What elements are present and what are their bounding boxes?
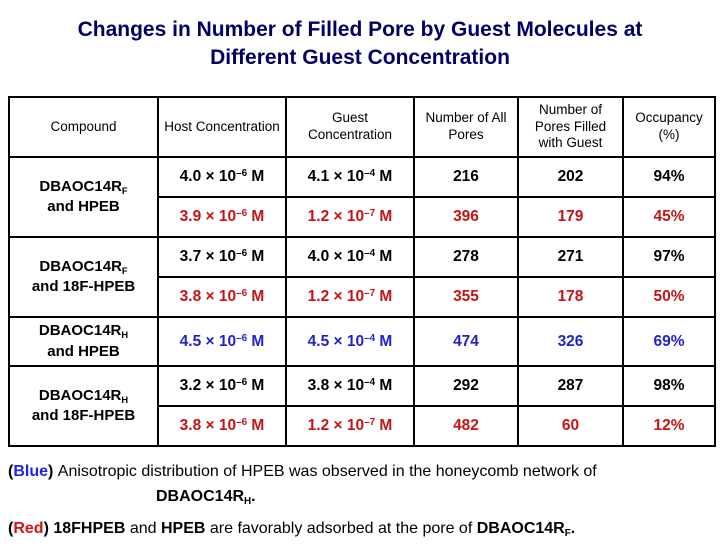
note-segment: and [125, 520, 161, 537]
note-segment: Red [13, 520, 44, 537]
note-segment: ( [8, 463, 14, 480]
host-concentration-cell: 4.5 × 10–6 M [157, 316, 287, 367]
table-row: DBAOC14RH and HPEB 4.5 × 10–6 M 4.5 × 10–4 … [8, 316, 716, 367]
guest-concentration-cell: 1.2 × 10–7 M [285, 405, 415, 447]
all-pores-cell: 355 [413, 276, 519, 318]
table-row: DBAOC14RH and 18F-HPEB 3.2 × 10–6 M 3.8 × 1… [8, 365, 716, 447]
pores-filled-cell: 178 [517, 276, 624, 318]
host-concentration-cell: 3.8 × 10–6 M [157, 276, 287, 318]
compound-cell: DBAOC14RF and 18F-HPEB [8, 236, 159, 318]
note-line: (Red) 18FHPEB and HPEB are favorably ads… [8, 516, 716, 541]
occupancy-cell: 98% [622, 365, 716, 407]
note-segment: HPEB [160, 520, 206, 537]
note-segment: ) [43, 520, 54, 537]
pores-filled-cell: 179 [517, 196, 624, 238]
occupancy-cell: 94% [622, 156, 716, 198]
note-segment: are favorably adsorbed at the pore of [205, 520, 477, 537]
note-segment: Blue [13, 463, 48, 480]
all-pores-cell: 482 [413, 405, 519, 447]
table-row: DBAOC14RF and HPEB 4.0 × 10–6 M 4.1 × 10–4 … [8, 156, 716, 238]
host-concentration-cell: 3.8 × 10–6 M [157, 405, 287, 447]
note-segment: . [251, 488, 256, 505]
compound-cell: DBAOC14RH and HPEB [8, 316, 159, 367]
note-segment: DBAOC14R [476, 520, 565, 537]
data-table: Compound Host Concentration Guest Concen… [8, 96, 716, 447]
note-segment: F [564, 528, 571, 540]
pores-filled-cell: 60 [517, 405, 624, 447]
column-header-compound: Compound [8, 96, 159, 158]
guest-concentration-cell: 1.2 × 10–7 M [285, 196, 415, 238]
note-blue: (Blue) Anisotropic distribution of HPEB … [8, 459, 716, 509]
compound-cell: DBAOC14RH and 18F-HPEB [8, 365, 159, 447]
page-title: Changes in Number of Filled Pore by Gues… [0, 16, 720, 72]
table-row: 3.8 × 10–6 M 1.2 × 10–7 M 482 60 12% [9, 405, 716, 447]
guest-concentration-cell: 3.8 × 10–4 M [285, 365, 415, 407]
table-row: DBAOC14RF and 18F-HPEB 3.7 × 10–6 M 4.0 × 1… [8, 236, 716, 318]
column-header-guest-concentration: Guest Concentration [285, 96, 415, 158]
all-pores-cell: 216 [413, 156, 519, 198]
note-line: (Blue) Anisotropic distribution of HPEB … [8, 459, 716, 484]
note-segment: DBAOC14R [156, 488, 245, 505]
all-pores-cell: 292 [413, 365, 519, 407]
pores-filled-cell: 202 [517, 156, 624, 198]
compound-cell: DBAOC14RF and HPEB [8, 156, 159, 238]
note-segment: H [244, 496, 252, 508]
note-segment: 18FHPEB [53, 520, 126, 537]
guest-concentration-cell: 1.2 × 10–7 M [285, 276, 415, 318]
occupancy-cell: 69% [622, 316, 716, 367]
notes-section: (Blue) Anisotropic distribution of HPEB … [8, 459, 716, 548]
note-line: DBAOC14RH. [8, 484, 716, 509]
table-row: 3.8 × 10–6 M 1.2 × 10–7 M 355 178 50% [9, 276, 716, 318]
note-segment: Anisotropic distribution of HPEB was obs… [57, 463, 597, 480]
guest-concentration-cell: 4.0 × 10–4 M [285, 236, 415, 278]
note-segment: ) [48, 463, 58, 480]
host-concentration-cell: 3.2 × 10–6 M [157, 365, 287, 407]
pores-filled-cell: 287 [517, 365, 624, 407]
pores-filled-cell: 271 [517, 236, 624, 278]
table-header-row: Compound Host Concentration Guest Concen… [8, 96, 716, 158]
host-concentration-cell: 3.9 × 10–6 M [157, 196, 287, 238]
column-header-host-concentration: Host Concentration [157, 96, 287, 158]
column-header-pores-filled-with-guest: Number of Pores Filled with Guest [517, 96, 624, 158]
occupancy-cell: 50% [622, 276, 716, 318]
note-segment: . [570, 520, 576, 537]
all-pores-cell: 278 [413, 236, 519, 278]
guest-concentration-cell: 4.5 × 10–4 M [285, 316, 415, 367]
host-concentration-cell: 4.0 × 10–6 M [157, 156, 287, 198]
page-title-line-1: Changes in Number of Filled Pore by Gues… [77, 18, 643, 41]
table-body: DBAOC14RF and HPEB 4.0 × 10–6 M 4.1 × 10–4 … [8, 156, 716, 447]
pores-filled-cell: 326 [517, 316, 624, 367]
all-pores-cell: 474 [413, 316, 519, 367]
host-concentration-cell: 3.7 × 10–6 M [157, 236, 287, 278]
note-segment: ( [8, 520, 14, 537]
table-row: 3.9 × 10–6 M 1.2 × 10–7 M 396 179 45% [9, 196, 716, 238]
occupancy-cell: 97% [622, 236, 716, 278]
table-header: Compound Host Concentration Guest Concen… [8, 96, 716, 158]
note-red: (Red) 18FHPEB and HPEB are favorably ads… [8, 516, 716, 541]
occupancy-cell: 12% [622, 405, 716, 447]
all-pores-cell: 396 [413, 196, 519, 238]
column-header-number-of-all-pores: Number of All Pores [413, 96, 519, 158]
page-title-line-2: Different Guest Concentration [210, 46, 510, 69]
occupancy-cell: 45% [622, 196, 716, 238]
column-header-occupancy: Occupancy (%) [622, 96, 716, 158]
guest-concentration-cell: 4.1 × 10–4 M [285, 156, 415, 198]
